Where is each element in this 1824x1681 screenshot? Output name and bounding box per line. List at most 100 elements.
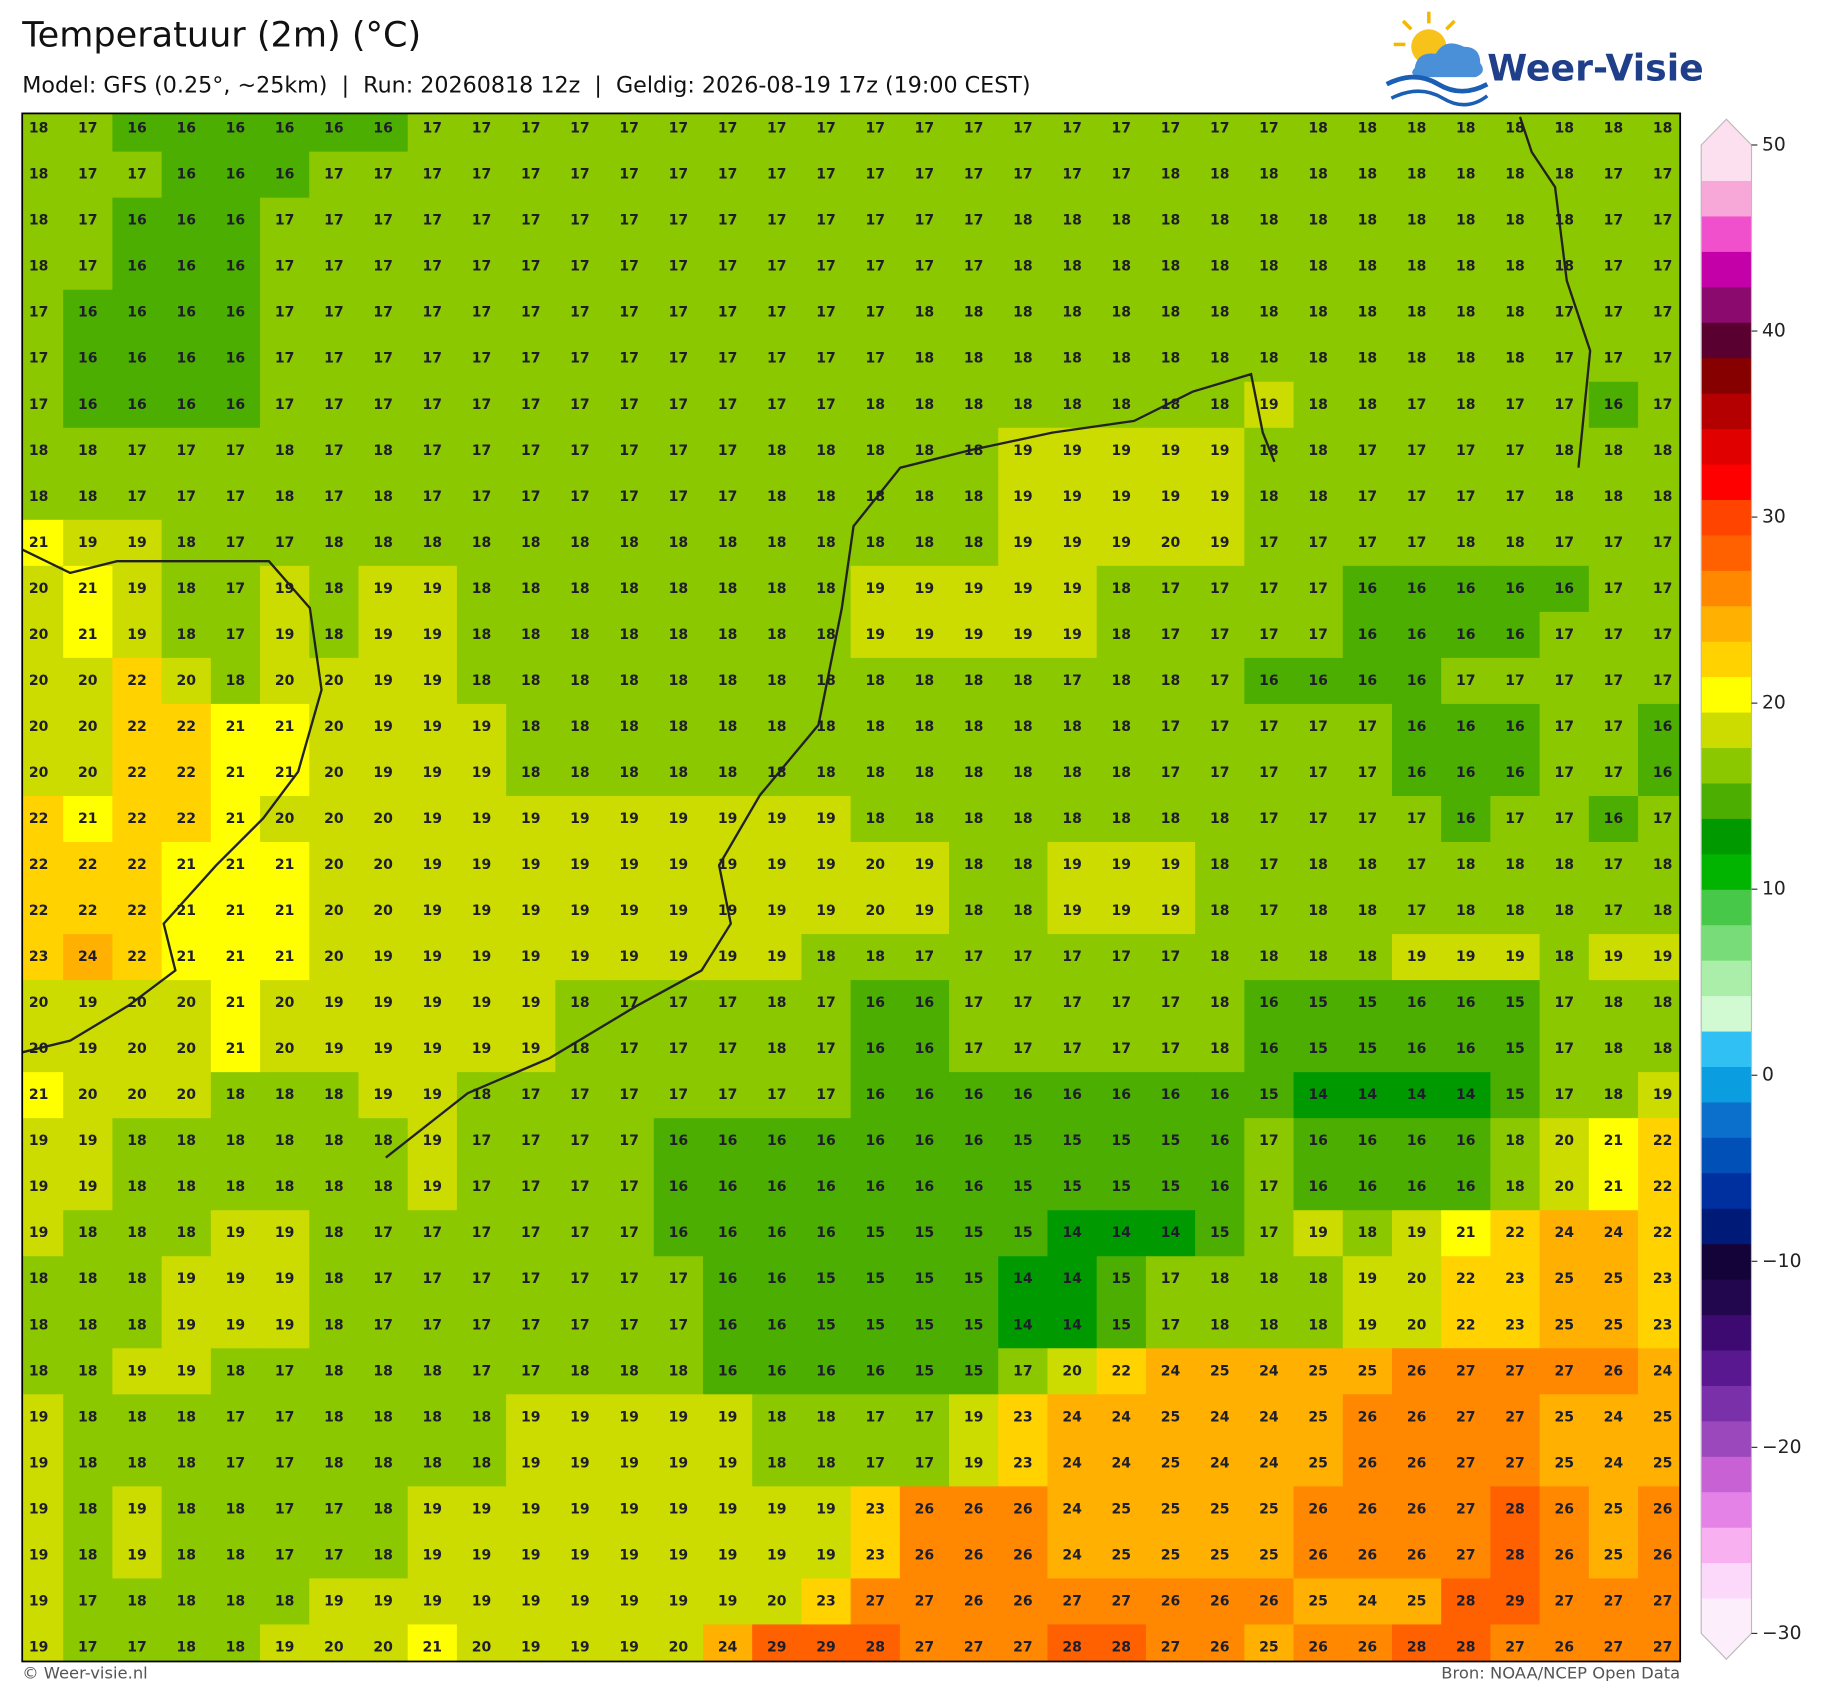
temperature-cell	[850, 1348, 901, 1396]
temperature-cell	[555, 795, 606, 843]
temperature-cell	[1588, 795, 1639, 843]
temperature-label: 20	[1161, 535, 1181, 551]
temperature-label: 18	[669, 719, 689, 735]
temperature-label: 17	[1161, 719, 1181, 735]
temperature-label: 17	[423, 213, 443, 229]
temperature-cell	[1145, 197, 1196, 245]
temperature-label: 19	[570, 949, 590, 965]
temperature-label: 16	[1456, 627, 1476, 643]
temperature-cell	[1244, 1118, 1295, 1165]
temperature-label: 18	[521, 673, 541, 689]
temperature-cell	[801, 980, 852, 1027]
temperature-label: 18	[324, 1455, 344, 1471]
temperature-cell	[506, 1440, 557, 1488]
temperature-cell	[899, 1026, 950, 1073]
temperature-label: 18	[1407, 121, 1427, 137]
temperature-label: 17	[865, 121, 885, 137]
temperature-label: 17	[324, 397, 344, 413]
temperature-cell	[752, 289, 803, 337]
temperature-cell	[22, 703, 64, 751]
temperature-cell	[1588, 427, 1639, 475]
temperature-label: 18	[1013, 673, 1033, 689]
temperature-cell	[1293, 151, 1344, 199]
temperature-cell	[358, 335, 409, 383]
temperature-label: 17	[1259, 765, 1279, 781]
temperature-label: 18	[1112, 213, 1132, 229]
temperature-cell	[112, 1486, 163, 1534]
temperature-label: 16	[1062, 1087, 1082, 1103]
temperature-cell	[1490, 980, 1541, 1027]
temperature-cell	[1195, 795, 1246, 843]
temperature-label: 16	[767, 1133, 787, 1149]
temperature-cell	[1638, 151, 1681, 199]
temperature-label: 18	[1505, 305, 1525, 321]
temperature-cell	[702, 1210, 753, 1257]
temperature-cell	[998, 795, 1049, 843]
colorbar-segment	[1701, 1420, 1752, 1457]
temperature-label: 16	[915, 1133, 935, 1149]
temperature-label: 15	[865, 1271, 885, 1287]
temperature-cell	[1441, 1440, 1492, 1488]
temperature-cell	[358, 1118, 409, 1165]
temperature-cell	[506, 197, 557, 245]
temperature-cell	[604, 113, 655, 153]
temperature-cell	[1539, 657, 1590, 705]
temperature-label: 23	[1653, 1271, 1673, 1287]
temperature-label: 21	[275, 719, 295, 735]
temperature-cell	[653, 611, 704, 659]
temperature-cell	[309, 335, 360, 383]
temperature-cell	[1342, 1072, 1393, 1119]
temperature-cell	[801, 1026, 852, 1073]
temperature-cell	[1441, 151, 1492, 199]
temperature-cell	[1490, 427, 1541, 475]
temperature-cell	[309, 980, 360, 1027]
temperature-cell	[1244, 335, 1295, 383]
temperature-cell	[1490, 749, 1541, 797]
temperature-label: 17	[1554, 351, 1574, 367]
temperature-cell	[1342, 289, 1393, 337]
temperature-label: 27	[1161, 1639, 1181, 1655]
temperature-label: 18	[1308, 213, 1328, 229]
temperature-label: 19	[1210, 489, 1230, 505]
temperature-cell	[1145, 703, 1196, 751]
temperature-cell	[899, 611, 950, 659]
temperature-cell	[112, 657, 163, 705]
temperature-label: 21	[226, 857, 246, 873]
temperature-label: 16	[1259, 673, 1279, 689]
temperature-label: 17	[1161, 581, 1181, 597]
temperature-label: 18	[1456, 857, 1476, 873]
temperature-cell	[1342, 197, 1393, 245]
temperature-label: 17	[669, 351, 689, 367]
temperature-label: 18	[324, 1179, 344, 1195]
temperature-label: 17	[1554, 811, 1574, 827]
temperature-cell	[604, 197, 655, 245]
temperature-label: 16	[1210, 1133, 1230, 1149]
temperature-label: 16	[1308, 673, 1328, 689]
temperature-cell	[1441, 1118, 1492, 1165]
temperature-cell	[1490, 1486, 1541, 1534]
temperature-label: 17	[472, 121, 492, 137]
temperature-cell	[1539, 381, 1590, 429]
temperature-cell	[1490, 611, 1541, 659]
temperature-cell	[998, 565, 1049, 613]
temperature-label: 18	[767, 765, 787, 781]
temperature-cell	[407, 151, 458, 199]
temperature-cell	[949, 197, 999, 245]
temperature-cell	[210, 1348, 261, 1396]
temperature-cell	[1047, 1210, 1098, 1257]
colorbar-segment	[1701, 1456, 1752, 1493]
temperature-label: 14	[1013, 1317, 1033, 1333]
temperature-cell	[752, 934, 803, 981]
temperature-label: 18	[324, 535, 344, 551]
temperature-cell	[309, 1440, 360, 1488]
temperature-cell	[260, 1302, 310, 1349]
temperature-label: 17	[29, 397, 49, 413]
temperature-cell	[1588, 1348, 1639, 1396]
temperature-cell	[1638, 749, 1681, 797]
temperature-cell	[899, 703, 950, 751]
temperature-cell	[260, 934, 310, 981]
temperature-label: 16	[1456, 995, 1476, 1011]
temperature-label: 18	[1308, 949, 1328, 965]
temperature-label: 16	[324, 121, 344, 137]
temperature-cell	[22, 1302, 64, 1349]
